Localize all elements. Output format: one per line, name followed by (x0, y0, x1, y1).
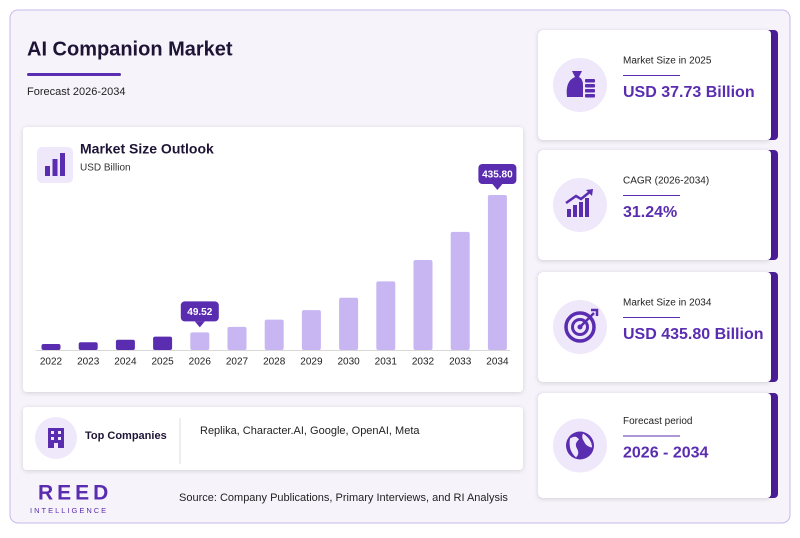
x-tick-label: 2032 (412, 357, 435, 368)
stat-label: CAGR (2026-2034) (623, 176, 709, 187)
icon-part (585, 84, 595, 88)
icon-part (564, 311, 596, 343)
stat-value: 2026 - 2034 (623, 445, 709, 462)
companies-label: Top Companies (85, 430, 167, 442)
stat-card (538, 272, 771, 382)
bar (339, 297, 359, 350)
title-underline (27, 73, 121, 76)
stat-value: USD 435.80 Billion (623, 326, 764, 343)
value-label: 49.52 (187, 307, 212, 318)
bar (78, 342, 98, 350)
x-tick-label: 2034 (486, 357, 509, 368)
x-tick-label: 2023 (77, 357, 100, 368)
icon-part (591, 308, 599, 316)
bar (487, 195, 507, 350)
bar (450, 231, 470, 350)
subtitle: Forecast 2026-2034 (27, 86, 125, 98)
icon-part (579, 312, 595, 328)
x-tick-label: 2029 (300, 357, 323, 368)
x-tick-label: 2025 (151, 357, 174, 368)
stat-icon (566, 71, 595, 98)
stat-card (538, 150, 771, 260)
icon-part (571, 318, 589, 336)
stat-card (538, 393, 771, 498)
x-tick-label: 2031 (375, 357, 398, 368)
stat-label: Market Size in 2025 (623, 56, 712, 67)
chart-icon (45, 153, 65, 176)
stat-label: Forecast period (623, 416, 692, 427)
x-tick-label: 2033 (449, 357, 472, 368)
chart-title: Market Size Outlook (80, 141, 214, 157)
chart-subtitle: USD Billion (80, 163, 131, 174)
source: Source: Company Publications, Primary In… (179, 492, 508, 504)
bar (301, 310, 321, 350)
x-tick-label: 2030 (337, 357, 360, 368)
icon-part (579, 202, 583, 217)
icon-part (566, 71, 583, 97)
bar (190, 332, 210, 350)
icon-part (586, 189, 593, 196)
value-label-bg (478, 164, 517, 184)
stat-value: USD 37.73 Billion (623, 84, 755, 101)
logo-tagline: INTELLIGENCE (30, 506, 108, 515)
stat-icon (566, 431, 594, 460)
icon-part (565, 190, 592, 205)
icon-part (585, 89, 595, 93)
bar (41, 344, 61, 350)
value-label-pointer (194, 321, 205, 328)
icon-part (585, 79, 595, 83)
companies-icon (48, 428, 64, 448)
x-tick-label: 2024 (114, 357, 137, 368)
stat-label: Market Size in 2034 (623, 298, 712, 309)
icon-part (567, 209, 571, 217)
chart-card (23, 127, 523, 392)
icon-part (573, 205, 577, 217)
companies-card (23, 407, 523, 470)
stat-icon (564, 308, 599, 343)
x-tick-label: 2028 (263, 357, 286, 368)
stat-value: 31.24% (623, 204, 677, 221)
icon-part (585, 94, 595, 98)
x-tick-label: 2026 (189, 357, 212, 368)
value-label-pointer (492, 184, 503, 190)
companies-text: Replika, Character.AI, Google, OpenAI, M… (200, 425, 420, 437)
bar (264, 319, 284, 350)
logo-name: REED (38, 482, 112, 505)
title: AI Companion Market (27, 38, 233, 60)
x-tick-label: 2027 (226, 357, 249, 368)
value-label: 435.80 (482, 170, 513, 181)
bar (115, 339, 135, 350)
stat-card (538, 30, 771, 140)
stat-icon (565, 189, 593, 217)
icon-part (569, 433, 592, 458)
value-label-bg (180, 301, 219, 322)
bar (153, 336, 173, 350)
bar (376, 281, 396, 350)
bar (227, 326, 247, 350)
bar (413, 260, 433, 350)
icon-part (585, 198, 589, 217)
x-tick-label: 2022 (40, 357, 63, 368)
